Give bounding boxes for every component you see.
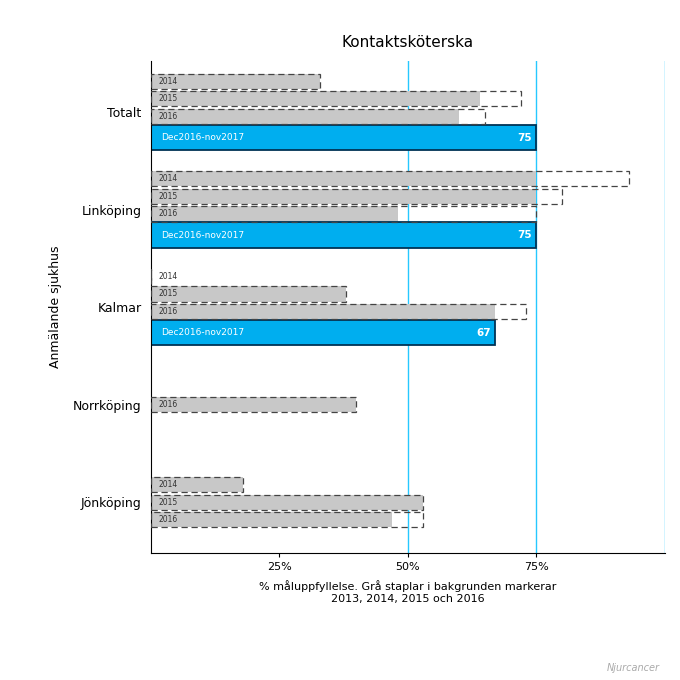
Bar <box>151 109 459 124</box>
Y-axis label: Anmälande sjukhus: Anmälande sjukhus <box>49 246 62 369</box>
Text: Dec2016-nov2017: Dec2016-nov2017 <box>161 133 244 142</box>
Text: 67: 67 <box>477 328 491 338</box>
Bar <box>151 73 320 89</box>
Bar <box>151 512 392 527</box>
Text: 2016: 2016 <box>158 209 177 218</box>
Bar <box>151 397 356 412</box>
Text: 75: 75 <box>517 230 532 240</box>
Bar <box>151 171 537 186</box>
Bar <box>151 207 398 222</box>
Bar <box>151 222 537 248</box>
Text: 2015: 2015 <box>158 95 177 103</box>
Bar <box>151 320 495 345</box>
Text: 2015: 2015 <box>158 498 177 507</box>
Bar <box>151 494 424 510</box>
Text: 2016: 2016 <box>158 400 177 409</box>
Text: 2016: 2016 <box>158 515 177 524</box>
Bar <box>151 189 537 204</box>
Bar <box>151 125 537 150</box>
Text: 2014: 2014 <box>158 77 177 86</box>
Bar <box>151 91 480 106</box>
Text: 2015: 2015 <box>158 192 177 201</box>
Text: 75: 75 <box>517 133 532 143</box>
Bar <box>151 304 495 319</box>
Text: 2015: 2015 <box>158 290 177 299</box>
Text: Dec2016-nov2017: Dec2016-nov2017 <box>161 328 244 337</box>
Bar <box>151 477 243 492</box>
Text: Njurcancer: Njurcancer <box>607 663 660 673</box>
Text: Dec2016-nov2017: Dec2016-nov2017 <box>161 231 244 239</box>
Title: Kontaktsköterska: Kontaktsköterska <box>342 35 474 50</box>
X-axis label: % måluppfyllelse. Grå staplar i bakgrunden markerar
2013, 2014, 2015 och 2016: % måluppfyllelse. Grå staplar i bakgrund… <box>259 580 556 604</box>
Text: 2014: 2014 <box>158 480 177 489</box>
Bar <box>151 286 346 301</box>
Text: 2014: 2014 <box>158 272 177 281</box>
Text: 2016: 2016 <box>158 112 177 121</box>
Text: 2016: 2016 <box>158 307 177 316</box>
Text: 2014: 2014 <box>158 174 177 184</box>
